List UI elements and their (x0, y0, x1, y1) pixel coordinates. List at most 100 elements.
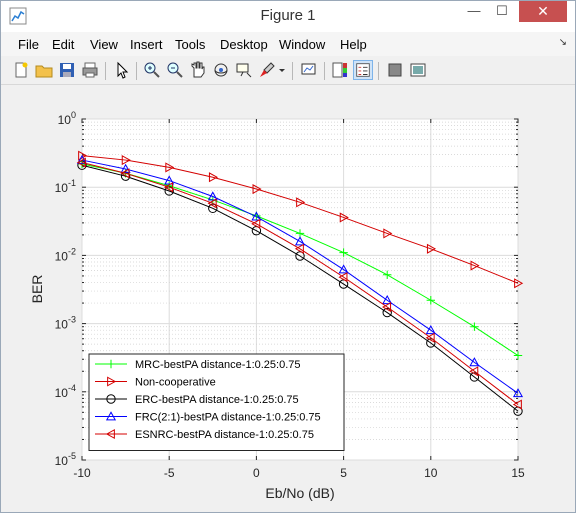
print-icon[interactable] (80, 60, 100, 80)
series-line (81, 164, 519, 412)
legend[interactable]: MRC-bestPA distance-1:0.25:0.75 Non-coope… (88, 353, 345, 451)
plus-marker (470, 322, 479, 331)
toolbar-separator (136, 62, 137, 80)
maximize-button[interactable]: ☐ (496, 3, 508, 18)
new-figure-icon[interactable] (11, 60, 31, 80)
triangle-up-marker (251, 211, 262, 221)
y-tick-label: 100 (58, 110, 76, 127)
legend-label: MRC-bestPA distance-1:0.25:0.75 (135, 359, 301, 371)
triangle-left-marker (76, 157, 86, 168)
legend-entry[interactable]: ERC-bestPA distance-1:0.25:0.75 (95, 394, 299, 406)
y-tick-label: 10-1 (55, 178, 76, 195)
legend-label: ESNRC-bestPA distance-1:0.25:0.75 (135, 429, 314, 441)
circle-marker (426, 338, 436, 348)
triangle-up-marker (120, 163, 131, 173)
series-frc[interactable] (76, 154, 524, 398)
menu-desktop[interactable]: Desktop (220, 37, 268, 52)
toolbar-separator (324, 62, 325, 80)
menu-file[interactable]: File (18, 37, 39, 52)
legend-entry[interactable]: MRC-bestPA distance-1:0.25:0.75 (95, 359, 301, 371)
triangle-right-marker (208, 172, 219, 183)
window-title: Figure 1 (260, 7, 316, 24)
close-button[interactable]: ✕ (519, 1, 567, 22)
triangle-up-marker (469, 357, 480, 367)
legend-box (88, 353, 345, 451)
triangle-right-marker (339, 212, 349, 223)
menu-window[interactable]: Window (279, 37, 326, 52)
x-tick-label: 5 (340, 466, 347, 480)
y-tick-label: 10-2 (55, 246, 76, 263)
menu-view[interactable]: View (90, 37, 118, 52)
menu-help[interactable]: Help (340, 37, 367, 52)
hide-plot-tools-icon[interactable] (385, 60, 405, 80)
legend-label: ERC-bestPA distance-1:0.25:0.75 (135, 394, 299, 406)
open-file-icon[interactable] (34, 60, 54, 80)
plus-marker (339, 248, 348, 257)
minimize-button[interactable]: — (467, 3, 481, 18)
triangle-up-marker (338, 264, 349, 274)
plus-marker (513, 351, 523, 360)
dock-figure-icon[interactable]: ↘ (558, 37, 567, 48)
toolbar-separator (105, 62, 106, 80)
triangle-left-marker (207, 198, 217, 209)
triangle-right-marker (514, 278, 524, 289)
title-bar: Figure 1 — ☐ ✕ (1, 1, 575, 32)
legend-entry[interactable]: FRC(2:1)-bestPA distance-1:0.25:0.75 (95, 411, 321, 424)
x-tick-label: -10 (73, 466, 91, 480)
data-cursor-icon[interactable] (234, 60, 254, 80)
circle-marker (295, 251, 305, 261)
series-noncoop[interactable] (78, 150, 524, 289)
axis-ticks: -10 -5 0 5 10 15 100 10-1 10-2 10-3 10-4 10-5 (55, 110, 525, 480)
figure-canvas: -10 -5 0 5 10 15 100 10-1 10-2 10-3 10-4 10-5 Eb/No… (9, 92, 568, 506)
circle-marker (382, 307, 392, 318)
triangle-right-marker (78, 150, 88, 161)
plus-marker (165, 181, 174, 190)
triangle-left-marker (425, 332, 435, 343)
link-plot-icon[interactable] (299, 60, 319, 80)
triangle-left-marker (251, 218, 261, 229)
menu-edit[interactable]: Edit (52, 37, 75, 52)
pointer-icon[interactable] (112, 60, 132, 80)
series-layer (76, 150, 524, 416)
menu-bar: File Edit View Insert Tools Desktop Wind… (1, 32, 575, 56)
pan-icon[interactable] (188, 60, 208, 80)
x-axis-label: Eb/No (dB) (265, 485, 334, 501)
legend-entry[interactable]: ESNRC-bestPA distance-1:0.25:0.75 (95, 428, 314, 441)
insert-colorbar-icon[interactable] (330, 60, 350, 80)
series-line (81, 159, 519, 394)
save-icon[interactable] (57, 60, 77, 80)
triangle-right-marker (296, 197, 306, 208)
triangle-right-marker (470, 260, 480, 271)
x-tick-label: 15 (511, 466, 525, 480)
x-tick-label: 10 (424, 466, 438, 480)
zoom-in-icon[interactable] (142, 60, 162, 80)
brush-icon[interactable] (257, 60, 277, 80)
series-esnrc[interactable] (76, 157, 522, 410)
legend-label: Non-cooperative (135, 377, 216, 389)
figure-toolbar (1, 56, 575, 85)
show-plot-tools-icon[interactable] (408, 60, 428, 80)
plus-marker (426, 296, 435, 305)
ber-plot[interactable]: -10 -5 0 5 10 15 100 10-1 10-2 10-3 10-4 10-5 Eb/No… (9, 92, 568, 506)
menu-tools[interactable]: Tools (175, 37, 206, 52)
legend-entry[interactable]: Non-cooperative (95, 376, 216, 389)
triangle-right-marker (383, 228, 393, 239)
triangle-left-marker (120, 168, 130, 179)
circle-marker (77, 160, 87, 170)
legend-label: FRC(2:1)-bestPA distance-1:0.25:0.75 (135, 412, 321, 424)
insert-legend-icon[interactable] (353, 60, 373, 80)
triangle-up-marker (164, 175, 175, 185)
brush-dropdown-icon[interactable] (277, 60, 287, 80)
rotate-3d-icon[interactable] (211, 60, 231, 80)
menu-insert[interactable]: Insert (130, 37, 163, 52)
y-axis-label: BER (29, 275, 45, 304)
y-tick-label: 10-5 (55, 451, 76, 468)
triangle-right-marker (107, 376, 117, 387)
zoom-out-icon[interactable] (165, 60, 185, 80)
triangle-left-marker (294, 243, 304, 254)
toolbar-separator (292, 62, 293, 80)
triangle-left-marker (469, 366, 479, 377)
circle-marker (469, 372, 480, 382)
x-tick-label: -5 (164, 466, 175, 480)
